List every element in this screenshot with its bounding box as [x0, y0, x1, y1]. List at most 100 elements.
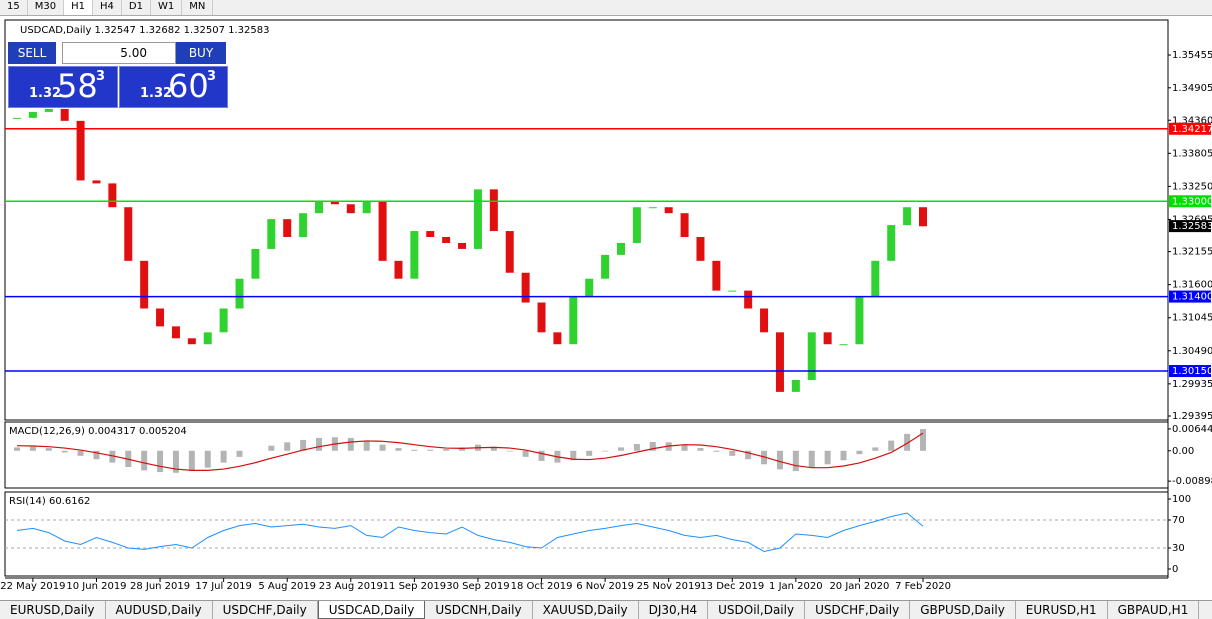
y-tick-label: 0.00 — [1172, 446, 1194, 457]
macd-bar — [268, 445, 275, 451]
indicator-title: MACD(12,26,9) 0.004317 0.005204 — [9, 426, 187, 437]
y-tick-label: 100 — [1172, 494, 1191, 505]
candle — [871, 260, 880, 297]
chart-tab[interactable]: AUDUSD,Daily — [106, 601, 213, 619]
chart-tabs: EURUSD,Daily AUDUSD,Daily USDCHF,Daily USDC… — [0, 600, 1212, 619]
macd-bar — [920, 429, 926, 451]
candle — [28, 111, 37, 118]
indicator-title: RSI(14) 60.6162 — [9, 496, 90, 507]
candle — [760, 308, 769, 333]
y-tick-label: 70 — [1172, 515, 1185, 526]
chart-tab[interactable]: GBPUSD,Daily — [910, 601, 1016, 619]
timeframe-button[interactable]: H1 — [64, 0, 93, 15]
ask-price[interactable]: 1.32 60 3 — [119, 66, 228, 108]
y-tick-label: 1.34360 — [1172, 115, 1212, 126]
macd-bar — [602, 450, 609, 452]
macd-bar — [61, 450, 68, 453]
x-tick-label: 1 Jan 2020 — [769, 581, 823, 592]
macd-bar — [427, 449, 434, 451]
candle — [919, 207, 927, 227]
chart-tab[interactable]: USDCNH,Daily — [425, 601, 533, 619]
trade-panel: SELL 5.00 BUY 1.32 58 3 1.32 60 3 — [8, 42, 228, 108]
macd-bar — [856, 450, 863, 455]
candle — [887, 225, 896, 261]
y-tick-label: 1.31600 — [1172, 280, 1212, 291]
current-price-box — [1169, 220, 1211, 233]
y-tick-label: 1.29395 — [1172, 411, 1212, 422]
buy-button[interactable]: BUY — [176, 42, 226, 64]
timeframe-button[interactable]: 15 — [0, 0, 28, 15]
candle — [442, 237, 451, 243]
macd-bar — [729, 450, 736, 456]
macd-bar — [649, 441, 656, 451]
candle — [617, 242, 625, 255]
candle — [458, 242, 467, 249]
timeframe-button[interactable]: W1 — [151, 0, 183, 15]
y-tick-label: 1.32155 — [1172, 247, 1212, 258]
chart-tab[interactable]: EURUSD,H1 — [1016, 601, 1108, 619]
candle — [92, 180, 101, 184]
candle — [251, 248, 260, 279]
current-price-label: 1.32583 — [1172, 221, 1212, 232]
chart-tab[interactable]: DJ30,H4 — [639, 601, 709, 619]
macd-bar — [347, 437, 354, 451]
y-tick-label: 1.33250 — [1172, 181, 1212, 192]
candle — [426, 231, 435, 238]
macd-bar — [77, 450, 84, 456]
macd-bar — [808, 450, 815, 468]
candle — [680, 213, 689, 238]
y-tick-label: 1.35455 — [1172, 50, 1212, 61]
chart-tab[interactable]: USDCAD,Daily — [317, 601, 426, 619]
candle — [315, 201, 323, 214]
macd-bar — [45, 448, 52, 451]
sell-button[interactable]: SELL — [8, 42, 56, 64]
chart-tab[interactable]: USDOil,Daily — [708, 601, 806, 619]
x-tick-label: 23 Aug 2019 — [319, 581, 383, 592]
candle — [664, 207, 673, 214]
candle — [140, 260, 149, 309]
y-tick-label: 0.006448 — [1172, 424, 1212, 435]
chart-tab[interactable]: XAUUSD,Daily — [533, 601, 639, 619]
bid-price[interactable]: 1.32 58 3 — [8, 66, 118, 108]
candle — [585, 278, 594, 297]
candle — [13, 117, 21, 119]
timeframe-button[interactable]: M30 — [28, 0, 65, 15]
macd-bar — [506, 450, 513, 452]
y-tick-label: 30 — [1172, 543, 1185, 554]
level-label: 1.31400 — [1172, 292, 1212, 303]
signal-line — [16, 432, 924, 471]
candle — [537, 302, 546, 333]
chart-tab[interactable]: USDCHF,Daily — [805, 601, 911, 619]
candle — [775, 332, 784, 392]
candle — [378, 201, 387, 261]
macd-bar — [443, 449, 450, 451]
macd-bar — [792, 450, 799, 472]
timeframe-button[interactable]: H4 — [93, 0, 122, 15]
timeframe-button[interactable]: D1 — [122, 0, 151, 15]
y-tick-label: 1.32695 — [1172, 214, 1212, 225]
candle — [44, 108, 53, 112]
chart-tab[interactable]: USDCHF,Daily — [213, 601, 318, 619]
macd-bar — [697, 448, 704, 451]
candle — [394, 260, 403, 279]
macd-bar — [538, 450, 545, 461]
candle — [489, 189, 498, 232]
macd-bar — [633, 444, 640, 451]
x-tick-label: 13 Dec 2019 — [700, 581, 764, 592]
macd-bar — [363, 440, 370, 451]
level-label: 1.33000 — [1172, 196, 1212, 207]
lot-input[interactable]: 5.00 — [62, 42, 176, 64]
candle — [235, 278, 244, 309]
x-tick-label: 7 Feb 2020 — [895, 581, 951, 592]
chart-tab[interactable]: GBPAUD,H1 — [1108, 601, 1200, 619]
timeframe-button[interactable]: MN — [182, 0, 214, 15]
macd-bar — [681, 444, 688, 451]
candle — [346, 204, 355, 214]
macd-bar — [872, 447, 879, 451]
macd-bar — [824, 450, 831, 465]
macd-bar — [745, 450, 752, 460]
macd-bar — [411, 449, 418, 451]
level-label: 1.34217 — [1172, 124, 1212, 135]
chart-tab[interactable]: EURUSD,Daily — [0, 601, 106, 619]
x-tick-label: 30 Sep 2019 — [446, 581, 509, 592]
